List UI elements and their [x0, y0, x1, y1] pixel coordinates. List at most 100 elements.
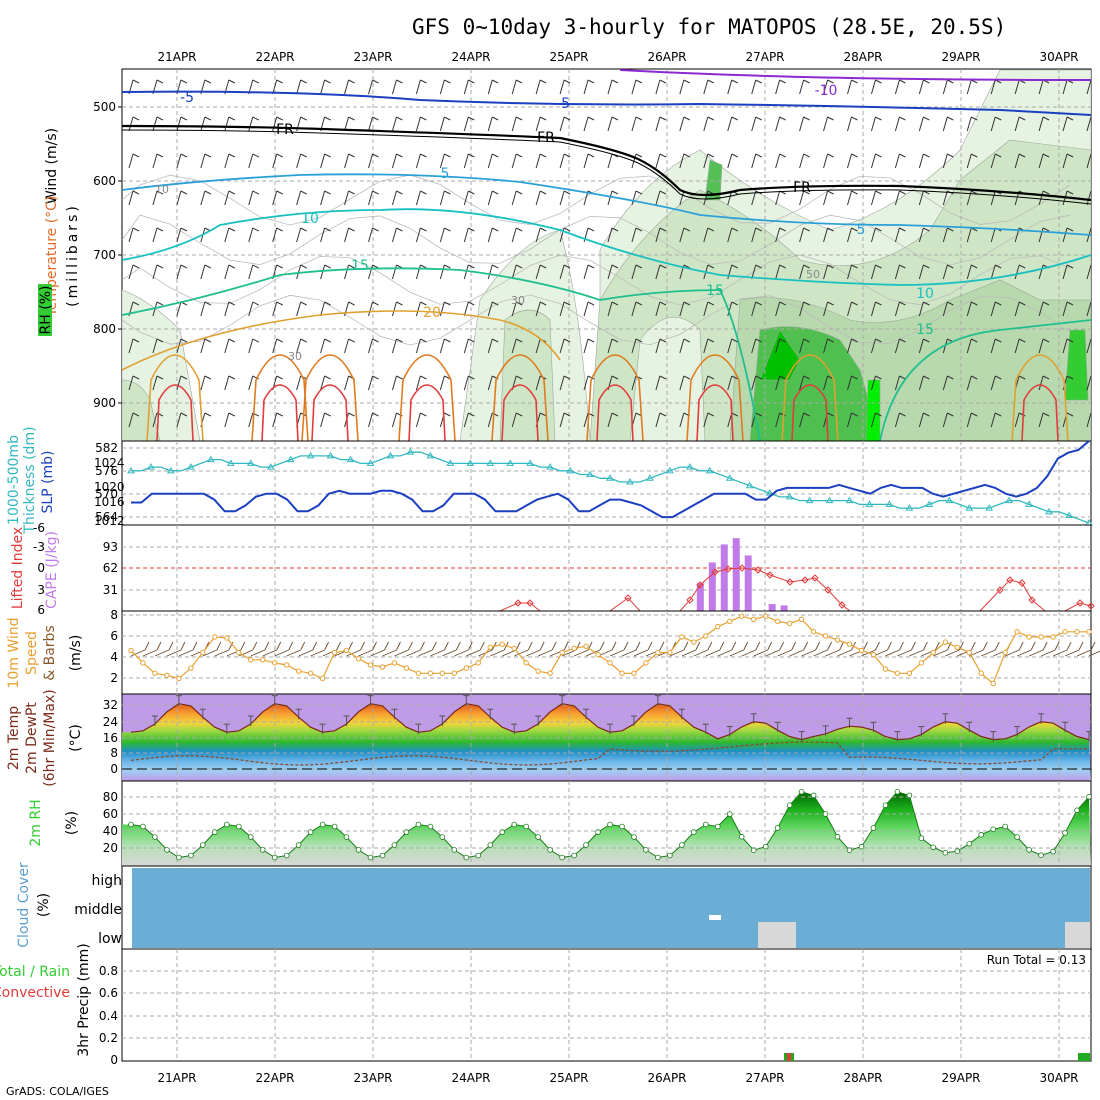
- rh-marker: [439, 834, 446, 840]
- wind-speed-marker: [631, 670, 637, 676]
- wind-speed-marker: [595, 651, 601, 658]
- thickness-marker: [985, 504, 994, 511]
- contour-label: 50: [806, 268, 820, 281]
- contour-label: 5: [441, 166, 450, 182]
- wind-speed-marker: [535, 668, 541, 674]
- thickness-marker: [127, 466, 135, 474]
- date-label-top: 26APR: [647, 50, 686, 64]
- run-total: Run Total = 0.13: [987, 953, 1086, 967]
- rh-marker: [690, 829, 697, 835]
- wind-speed-marker: [1086, 629, 1092, 635]
- wind-speed-marker: [966, 649, 972, 656]
- li-marker: [514, 599, 522, 607]
- temp-tick: 8: [110, 746, 118, 760]
- contour-label: FR: [537, 130, 555, 146]
- thickness-marker: [566, 466, 574, 474]
- li-marker: [711, 568, 719, 576]
- rh-marker: [750, 847, 757, 853]
- ylabel-10m-wind: 10m Wind: [6, 617, 22, 688]
- ylabel-2m-dewpt: 2m DewPt: [24, 702, 40, 774]
- rh-marker: [188, 852, 194, 859]
- rh-marker: [176, 854, 182, 861]
- wind-speed-marker: [798, 616, 805, 622]
- rh-blob: [499, 309, 556, 441]
- temperature-area: [122, 703, 1091, 781]
- wind-speed-marker: [571, 645, 577, 652]
- y-tick-label: 500: [93, 100, 116, 114]
- wind-speed-marker: [954, 644, 960, 651]
- date-label-bottom: 22APR: [255, 1071, 294, 1085]
- contour-label: -5: [180, 90, 194, 106]
- thickness-marker: [725, 474, 734, 481]
- y-tick-label: 600: [93, 174, 116, 188]
- ylabel-speed: Speed: [24, 631, 40, 675]
- date-label-top: 24APR: [451, 50, 490, 64]
- wind-speed-marker: [140, 660, 146, 666]
- rh-marker: [583, 842, 589, 848]
- rh-marker: [152, 834, 158, 840]
- slp-tick: 1012: [94, 514, 125, 528]
- thickness-marker: [1005, 496, 1014, 504]
- rh-marker: [619, 823, 625, 830]
- rh-marker: [379, 852, 386, 859]
- thickness-marker: [466, 459, 475, 466]
- rh-marker: [786, 802, 793, 809]
- precip-rain-bar-2: [1078, 1053, 1090, 1061]
- wind-speed-marker: [727, 618, 733, 625]
- ylabel-thickness-2: Thickness (dm): [22, 426, 38, 534]
- wind-speed-marker: [212, 634, 218, 640]
- wind-speed-marker: [1026, 634, 1032, 640]
- contour-label: 20: [423, 305, 441, 321]
- thickness-marker: [745, 481, 754, 489]
- slp-tick: 1020: [94, 480, 125, 494]
- wind-speed-marker: [858, 647, 865, 654]
- rh-marker: [499, 829, 506, 835]
- date-label-bottom: 24APR: [451, 1071, 490, 1085]
- wind-speed-marker: [164, 672, 170, 679]
- rh-marker: [954, 848, 961, 854]
- cloud-gap-low-2: [1065, 922, 1090, 948]
- rh-marker: [607, 821, 613, 828]
- rh-marker: [415, 821, 422, 828]
- ylabel-temp-unit: (°C): [68, 724, 84, 752]
- rh-tick: 60: [103, 807, 118, 821]
- rh-marker: [343, 834, 350, 840]
- thickness-tick: 576: [95, 464, 118, 478]
- thickness-marker: [1025, 500, 1034, 507]
- rh-marker: [631, 834, 637, 840]
- slp-line: [131, 440, 1090, 519]
- precip-tick: 0.2: [99, 1031, 118, 1045]
- contour-freezing-2: [122, 129, 1091, 205]
- wind-speed-marker: [774, 618, 781, 625]
- thickness-marker: [206, 455, 215, 463]
- thickness-marker: [646, 474, 654, 481]
- rh-marker: [319, 821, 326, 828]
- rh-marker: [930, 844, 937, 851]
- stability-panel: -6 -3 0 3 6 93 62 31: [33, 521, 1095, 617]
- precip-conv-bar-1: [787, 1053, 791, 1061]
- temperature-contours: [122, 69, 1091, 441]
- rh-marker: [307, 829, 314, 835]
- wind-speed-marker: [272, 660, 278, 666]
- rh-blob: [865, 379, 881, 441]
- ylabel-barbs: & Barbs: [42, 625, 58, 681]
- wind-speed-marker: [667, 649, 673, 656]
- ylabel-cloud-unit: (%): [36, 893, 52, 917]
- li-marker: [724, 565, 732, 573]
- wind-speed-marker: [379, 664, 386, 670]
- thickness-marker: [606, 474, 614, 481]
- date-label-bottom: 30APR: [1039, 1071, 1078, 1085]
- contour-label: 10: [916, 286, 934, 302]
- wind-speed-marker: [152, 670, 158, 676]
- thickness-marker: [825, 496, 834, 504]
- wind-barbs: [128, 79, 1091, 428]
- date-label-top: 23APR: [353, 50, 392, 64]
- wind-speed-marker: [978, 670, 984, 676]
- li-marker: [1087, 602, 1095, 610]
- thickness-marker: [965, 504, 974, 511]
- wind-speed-marker: [751, 616, 757, 622]
- rh-tick: 20: [103, 841, 118, 855]
- contour-label: 30: [511, 294, 525, 307]
- ylabel-total-rain: Total / Rain: [0, 964, 70, 980]
- date-label-bottom: 21APR: [157, 1071, 196, 1085]
